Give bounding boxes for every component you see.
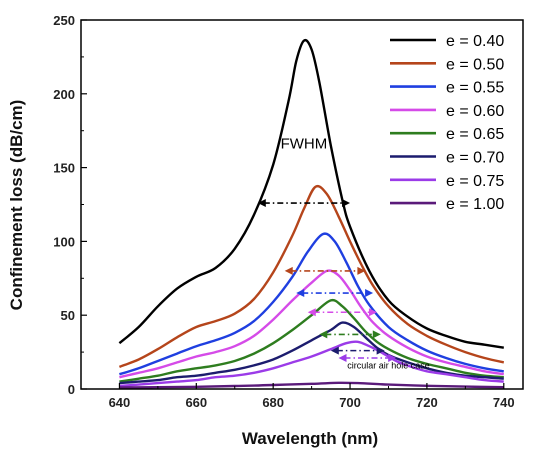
- fwhm-arrow-3: [296, 289, 374, 298]
- legend-label-7: e = 0.75: [446, 173, 504, 190]
- legend-label-6: e = 0.70: [446, 150, 504, 167]
- y-tick-label-3: 150: [53, 161, 75, 176]
- fwhm-arrow-1: [257, 199, 351, 208]
- fwhm-arrow-7: [338, 354, 397, 363]
- series-line-3: [119, 232, 504, 376]
- legend-label-3: e = 0.55: [446, 80, 504, 97]
- series-line-5: [119, 298, 504, 383]
- legend-label-5: e = 0.65: [446, 126, 504, 143]
- series-line-2: [118, 184, 505, 369]
- y-tick-label-5: 250: [53, 13, 75, 28]
- series-line-8: [119, 381, 504, 389]
- series-line-7: [119, 340, 504, 388]
- legend-label-4: e = 0.60: [446, 103, 504, 120]
- x-axis-title: Wavelength (nm): [242, 429, 378, 448]
- fwhm-annotation: FWHM: [281, 135, 328, 152]
- x-tick-label-1: 660: [185, 395, 207, 410]
- x-tick-label-2: 680: [262, 395, 284, 410]
- y-axis-title: Confinement loss (dB/cm): [7, 100, 26, 311]
- fwhm-arrow-4: [307, 308, 377, 317]
- x-tick-label-5: 740: [493, 395, 515, 410]
- x-tick-label-4: 720: [416, 395, 438, 410]
- fwhm-arrow-6: [330, 346, 385, 355]
- y-tick-label-1: 50: [61, 308, 75, 323]
- legend-label-8: e = 1.00: [446, 196, 504, 213]
- legend-label-2: e = 0.50: [446, 56, 504, 73]
- y-tick-label-2: 100: [53, 234, 75, 249]
- fwhm-arrow-2: [284, 266, 366, 275]
- y-tick-label-4: 200: [53, 87, 75, 102]
- legend: e = 0.40 e = 0.50 e = 0.55 e = 0.60 e = 0.65…: [390, 33, 504, 213]
- series-line-6: [119, 321, 504, 385]
- legend-label-1: e = 0.40: [446, 33, 504, 50]
- x-tick-label-3: 700: [339, 395, 361, 410]
- series-line-1: [118, 39, 504, 349]
- y-tick-label-0: 0: [68, 382, 75, 397]
- circular-air-hole-annotation: circular air hole case: [347, 360, 430, 370]
- x-tick-label-0: 640: [109, 395, 131, 410]
- fwhm-arrow-5: [319, 330, 381, 339]
- series-line-4: [119, 269, 504, 379]
